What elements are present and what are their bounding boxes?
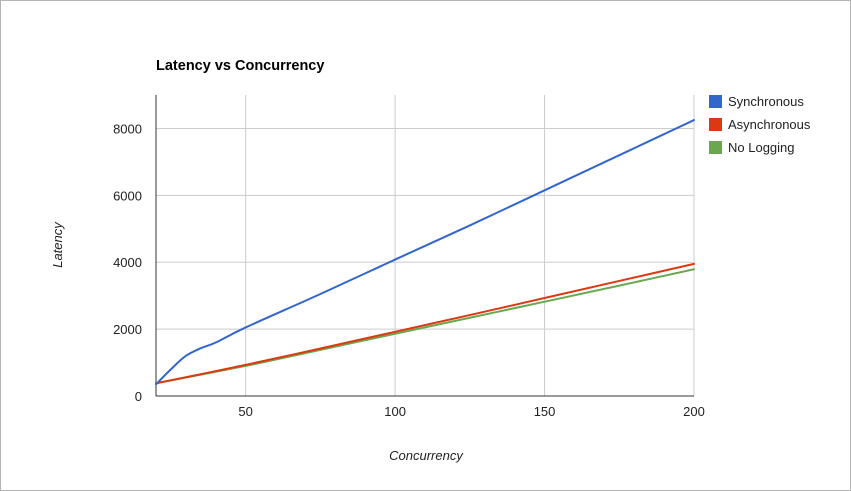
series-lines (155, 119, 695, 386)
series-line-synchronous (155, 119, 695, 386)
x-tick-labels: 50 100 150 200 (238, 404, 704, 419)
y-tick-label: 4000 (113, 255, 142, 270)
grid (156, 95, 695, 396)
y-tick-label: 0 (135, 389, 142, 404)
y-tick-label: 6000 (113, 188, 142, 203)
series-line-asynchronous (155, 262, 695, 385)
y-tick-label: 2000 (113, 322, 142, 337)
legend-swatch-synchronous (709, 95, 722, 108)
x-axis-title: Concurrency (389, 448, 464, 463)
legend-swatch-no-logging (709, 141, 722, 154)
y-tick-labels: 0 2000 4000 6000 8000 (113, 121, 142, 404)
legend-label-synchronous: Synchronous (728, 94, 804, 109)
x-tick-label: 50 (238, 404, 252, 419)
legend: Synchronous Asynchronous No Logging (709, 94, 811, 155)
axes (155, 95, 694, 397)
x-tick-label: 200 (683, 404, 705, 419)
chart-title: Latency vs Concurrency (156, 58, 324, 74)
y-tick-label: 8000 (113, 121, 142, 136)
legend-label-asynchronous: Asynchronous (728, 117, 811, 132)
x-tick-label: 150 (534, 404, 556, 419)
x-tick-label: 100 (384, 404, 406, 419)
y-axis-title: Latency (50, 221, 65, 268)
legend-label-no-logging: No Logging (728, 140, 795, 155)
legend-swatch-asynchronous (709, 118, 722, 131)
